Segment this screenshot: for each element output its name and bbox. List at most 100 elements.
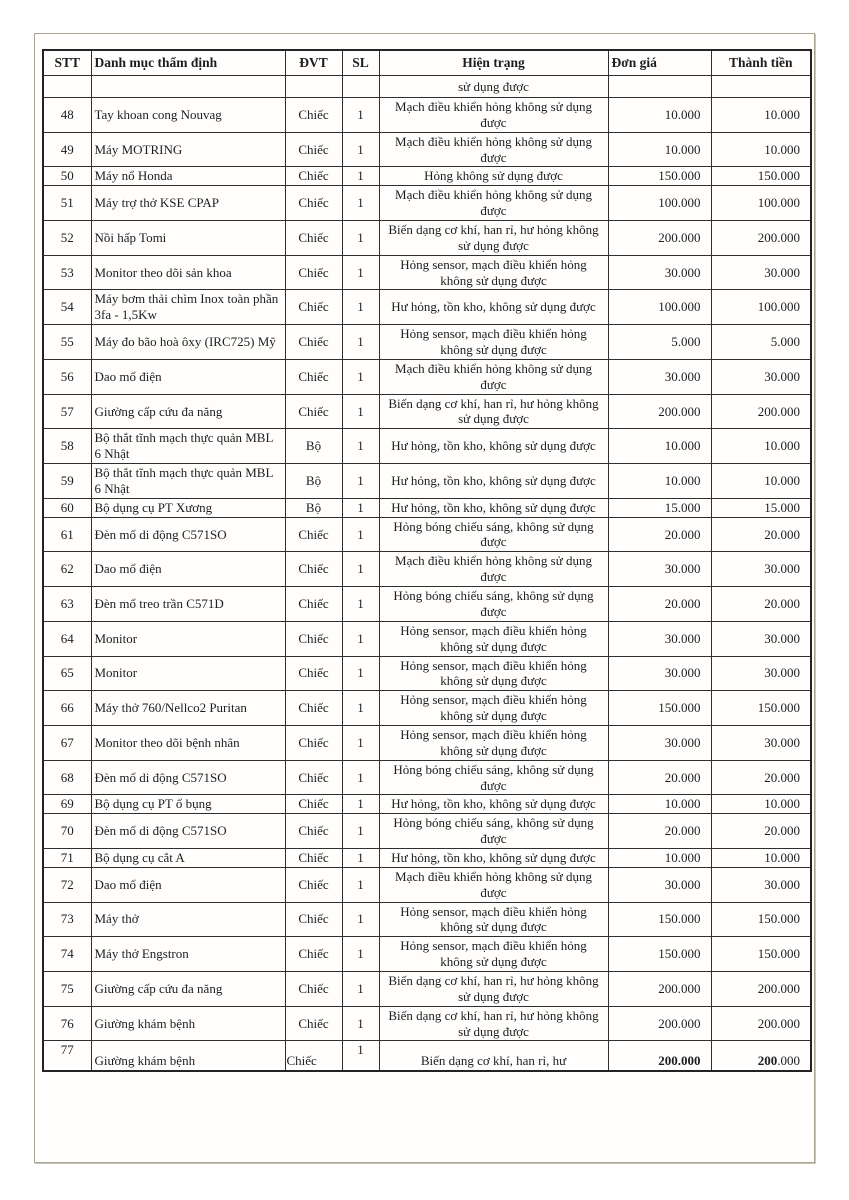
cell-unit-price: 100.000 [607,289,712,326]
cell-total: 150.000 [710,936,812,972]
cell-unit [284,75,343,98]
table-row: 73 Máy thở Chiếc 1 Hỏng sensor, mạch điều kh… [42,901,812,938]
cell-qty: 1 [341,463,380,499]
cell-unit: Chiếc [284,901,343,938]
cell-name: Máy nổ Honda [90,166,286,187]
cell-unit: Chiếc [284,1005,343,1042]
table-row: 62 Dao mổ điện Chiếc 1 Mạch điều khiển hỏng … [42,551,812,588]
cell-unit: Chiếc [284,759,343,796]
cell-name: Dao mổ điện [90,358,286,395]
cell-total: 30.000 [710,620,812,657]
cell-status: Hư hỏng, tồn kho, không sử dụng được [378,794,609,815]
table-row: 72 Dao mổ điện Chiếc 1 Mạch điều khiển hỏng … [42,866,812,903]
table-row: 76 Giường khám bệnh Chiếc 1 Biến dạng cơ khí… [42,1005,812,1042]
cell-status: Hỏng sensor, mạch điều khiển hỏng không … [378,724,609,761]
cell-unit-price: 10.000 [607,428,712,465]
cell-unit: Chiếc [284,866,343,903]
cell-name: Bộ dụng cụ PT ổ bụng [90,794,286,815]
total-bold-part: 200 [757,1053,778,1069]
table-row: 59 Bộ thắt tĩnh mạch thực quản MBL 6 Nhật… [42,463,812,499]
cell-name: Nồi hấp Tomi [90,220,286,256]
cell-unit: Chiếc [284,393,343,430]
cell-status: sử dụng được [378,75,609,98]
cell-qty: 1 [341,254,380,291]
cell-qty: 1 [341,759,380,796]
cell-total: 10.000 [710,428,812,465]
table-row: 63 Đèn mổ treo trần C571D Chiếc 1 Hỏng bóng … [42,586,812,622]
cell-stt: 49 [42,131,92,168]
cell-unit: Chiếc [284,131,343,168]
cell-total: 30.000 [710,551,812,588]
cell-unit-price: 5.000 [607,324,712,360]
cell-stt: 76 [42,1005,92,1042]
cell-stt: 65 [42,655,92,692]
cell-name: Bộ dụng cụ cắt A [90,847,286,868]
cell-unit: Chiếc [284,970,343,1007]
table-row: 54 Máy bơm thải chìm Inox toàn phần 3fa -… [42,289,812,326]
cell-name: Tay khoan cong Nouvag [90,97,286,133]
cell-total: 150.000 [710,901,812,938]
cell-unit: Chiếc [284,847,343,868]
table-row: 70 Đèn mổ di động C571SO Chiếc 1 Hỏng bóng c… [42,813,812,849]
cell-qty: 1 [341,1040,380,1072]
cell-qty: 1 [341,497,380,518]
cell-unit-price: 150.000 [607,936,712,972]
cell-status: Hỏng không sử dụng được [378,166,609,187]
table-row: 68 Đèn mổ di động C571SO Chiếc 1 Hỏng bóng c… [42,759,812,796]
cell-qty: 1 [341,586,380,622]
cell-name: Máy thở Engstron [90,936,286,972]
table-row: 50 Máy nổ Honda Chiếc 1 Hỏng không sử dụng đ… [42,166,812,187]
cell-unit: Chiếc [284,655,343,692]
table-header: STT Danh mục thẩm định ĐVT SL Hiện trạng… [42,49,812,76]
cell-name: Giường khám bệnh [90,1005,286,1042]
cell-unit-price: 10.000 [607,97,712,133]
cell-qty: 1 [341,936,380,972]
table-row: 56 Dao mổ điện Chiếc 1 Mạch điều khiển hỏng … [42,358,812,395]
table-row: 53 Monitor theo dõi sản khoa Chiếc 1 Hỏng se… [42,254,812,291]
cell-status: Biến dạng cơ khí, han rỉ, hư hỏng không … [378,1005,609,1042]
header-row: STT Danh mục thẩm định ĐVT SL Hiện trạng… [42,49,812,76]
cell-unit: Chiếc [284,185,343,222]
cell-stt: 54 [42,289,92,326]
cell-status: Mạch điều khiển hỏng không sử dụng được [378,866,609,903]
cell-name: Bộ thắt tĩnh mạch thực quản MBL 6 Nhật [90,428,286,465]
cell-qty: 1 [341,620,380,657]
table-row: 55 Máy đo bão hoà ôxy (IRC725) Mỹ Chiếc 1 Hỏ… [42,324,812,360]
cell-total: 200.000 [710,220,812,256]
table-row: 69 Bộ dụng cụ PT ổ bụng Chiếc 1 Hư hỏng, tồn… [42,794,812,815]
cell-qty: 1 [341,516,380,553]
cell-qty: 1 [341,166,380,187]
cell-unit: Chiếc [284,97,343,133]
cell-stt: 70 [42,813,92,849]
cell-status: Mạch điều khiển hỏng không sử dụng được [378,97,609,133]
cell-unit: Bộ [284,428,343,465]
cell-unit-price: 20.000 [607,759,712,796]
cell-qty: 1 [341,97,380,133]
cell-stt: 71 [42,847,92,868]
table-row: 65 Monitor Chiếc 1 Hỏng sensor, mạch điều kh… [42,655,812,692]
header-sl: SL [341,49,380,76]
cell-total: 200.000 [710,393,812,430]
table-row: 52 Nồi hấp Tomi Chiếc 1 Biến dạng cơ khí, ha… [42,220,812,256]
total-rest-part: .000 [777,1053,800,1069]
cell-name: Bộ thắt tĩnh mạch thực quản MBL 6 Nhật [90,463,286,499]
cell-status: Mạch điều khiển hỏng không sử dụng được [378,131,609,168]
cell-stt: 60 [42,497,92,518]
cell-qty: 1 [341,131,380,168]
cell-status: Hỏng bóng chiếu sáng, không sử dụng được [378,759,609,796]
cell-total: 20.000 [710,759,812,796]
cell-name: Máy đo bão hoà ôxy (IRC725) Mỹ [90,324,286,360]
cell-unit: Chiếc [284,516,343,553]
cell-status: Hỏng sensor, mạch điều khiển hỏng không … [378,690,609,726]
table-row: 66 Máy thở 760/Nellco2 Puritan Chiếc 1 Hỏng … [42,690,812,726]
table-row: 61 Đèn mổ di động C571SO Chiếc 1 Hỏng bóng c… [42,516,812,553]
cell-qty: 1 [341,970,380,1007]
cell-stt: 66 [42,690,92,726]
cell-name: Monitor theo dõi sản khoa [90,254,286,291]
cell-qty: 1 [341,866,380,903]
table-body: sử dụng được 48 Tay khoan cong Nouvag Chiế… [42,75,812,1072]
cell-status: Hỏng sensor, mạch điều khiển hỏng không … [378,655,609,692]
cell-status: Biến dạng cơ khí, han rỉ, hư hỏng không … [378,220,609,256]
cell-unit: Chiếc [284,166,343,187]
cell-qty: 1 [341,358,380,395]
